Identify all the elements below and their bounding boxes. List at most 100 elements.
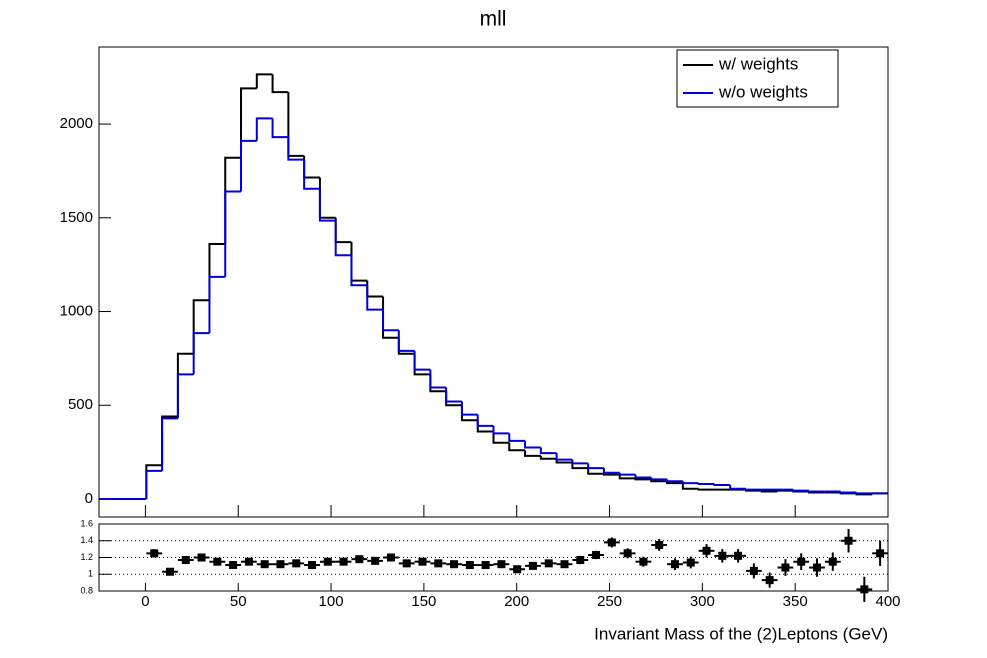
ratio-point bbox=[244, 557, 253, 566]
ratio-point bbox=[308, 561, 317, 570]
histogram-step bbox=[650, 477, 668, 481]
histogram-step bbox=[492, 425, 510, 435]
ratio-point bbox=[481, 561, 490, 570]
ratio-point bbox=[181, 556, 190, 565]
histogram-step bbox=[587, 463, 604, 470]
histogram-step bbox=[555, 453, 573, 461]
histogram-step bbox=[792, 489, 810, 492]
ratio-point bbox=[670, 560, 679, 569]
histogram-step bbox=[445, 387, 462, 403]
histogram-step bbox=[666, 479, 683, 483]
ratio-point bbox=[592, 550, 601, 559]
ratio-point bbox=[639, 557, 648, 566]
ratio-point bbox=[765, 576, 774, 585]
histogram-step bbox=[729, 484, 746, 490]
y-tick-label: 1500 bbox=[60, 209, 93, 226]
histogram-step bbox=[334, 220, 352, 257]
histogram-step bbox=[255, 73, 273, 89]
histogram-step bbox=[240, 87, 257, 158]
histogram-step bbox=[445, 391, 462, 407]
ratio-point bbox=[718, 551, 727, 560]
histogram-step bbox=[776, 489, 794, 492]
histogram-step bbox=[176, 373, 194, 419]
y-tick-label: 1.2 bbox=[80, 552, 93, 562]
ratio-point bbox=[450, 560, 459, 569]
histogram-step bbox=[839, 491, 857, 494]
histogram-step bbox=[255, 117, 273, 141]
ratio-point bbox=[386, 553, 395, 562]
histogram-step bbox=[602, 468, 620, 474]
ratio-point bbox=[402, 559, 411, 568]
plot-frame bbox=[98, 523, 889, 592]
histogram-step bbox=[161, 415, 178, 466]
ratio-point bbox=[623, 549, 632, 558]
histogram-step bbox=[366, 285, 384, 311]
y-tick-label: 0 bbox=[85, 490, 93, 507]
histogram-step bbox=[192, 332, 210, 375]
histogram-step bbox=[539, 455, 557, 460]
histogram-step bbox=[634, 474, 652, 479]
histogram-step bbox=[808, 490, 825, 493]
x-tick-label: 350 bbox=[783, 593, 808, 610]
histogram-step bbox=[366, 280, 384, 298]
histogram-step bbox=[303, 159, 320, 190]
histogram-step bbox=[855, 492, 873, 495]
histogram-step bbox=[145, 469, 163, 500]
histogram-step bbox=[681, 481, 699, 485]
histogram-step bbox=[681, 483, 699, 490]
y-tick-label: 0.8 bbox=[80, 585, 93, 595]
histogram-step bbox=[429, 374, 447, 393]
ratio-point bbox=[292, 559, 301, 568]
histogram-step bbox=[524, 450, 541, 457]
histogram-step bbox=[760, 490, 778, 493]
x-tick-label: 300 bbox=[690, 593, 715, 610]
ratio-point bbox=[749, 566, 758, 575]
y-tick-label: 1.6 bbox=[80, 518, 93, 528]
x-tick-label: 400 bbox=[875, 593, 900, 610]
histogram-step bbox=[587, 468, 604, 475]
x-axis-label: Invariant Mass of the (2)Leptons (GeV) bbox=[594, 624, 888, 643]
x-tick-label: 0 bbox=[141, 593, 149, 610]
histogram-step bbox=[334, 217, 352, 244]
ratio-point bbox=[166, 567, 175, 576]
legend-label: w/o weights bbox=[718, 82, 808, 101]
histogram-step bbox=[224, 190, 242, 277]
legend-label: w/ weights bbox=[718, 54, 798, 73]
histogram-step bbox=[350, 242, 368, 282]
ratio-point bbox=[465, 561, 474, 570]
ratio-point bbox=[528, 561, 537, 570]
ratio-point bbox=[876, 549, 885, 558]
histogram-step bbox=[318, 177, 336, 219]
ratio-point bbox=[150, 549, 159, 558]
histogram-step bbox=[192, 299, 210, 354]
ratio-point bbox=[702, 546, 711, 555]
histogram-step bbox=[508, 442, 526, 452]
ratio-point bbox=[686, 558, 695, 567]
y-tick-label: 1 bbox=[88, 569, 93, 579]
ratio-point bbox=[734, 551, 743, 560]
histogram-step bbox=[524, 440, 541, 449]
ratio-point bbox=[339, 557, 348, 566]
x-tick-label: 250 bbox=[597, 593, 622, 610]
legend-box bbox=[676, 49, 839, 108]
histogram-step bbox=[208, 275, 226, 334]
histogram-step bbox=[602, 473, 620, 476]
ratio-point bbox=[576, 556, 585, 565]
ratio-point bbox=[371, 556, 380, 565]
histogram-step bbox=[240, 139, 257, 192]
histogram-step bbox=[460, 401, 478, 416]
histogram-step bbox=[397, 330, 415, 352]
chart-title: mll bbox=[480, 8, 507, 31]
ratio-point bbox=[323, 557, 332, 566]
ratio-point bbox=[781, 563, 790, 572]
y-tick-label: 2000 bbox=[60, 115, 93, 132]
ratio-point bbox=[355, 555, 364, 564]
ratio-point bbox=[812, 563, 821, 572]
ratio-point bbox=[828, 557, 837, 566]
x-tick-label: 200 bbox=[504, 593, 529, 610]
histogram-step bbox=[287, 137, 305, 161]
ratio-point bbox=[213, 557, 222, 566]
histogram-step bbox=[618, 472, 636, 476]
ratio-point bbox=[797, 557, 806, 566]
histogram-step bbox=[382, 309, 399, 332]
